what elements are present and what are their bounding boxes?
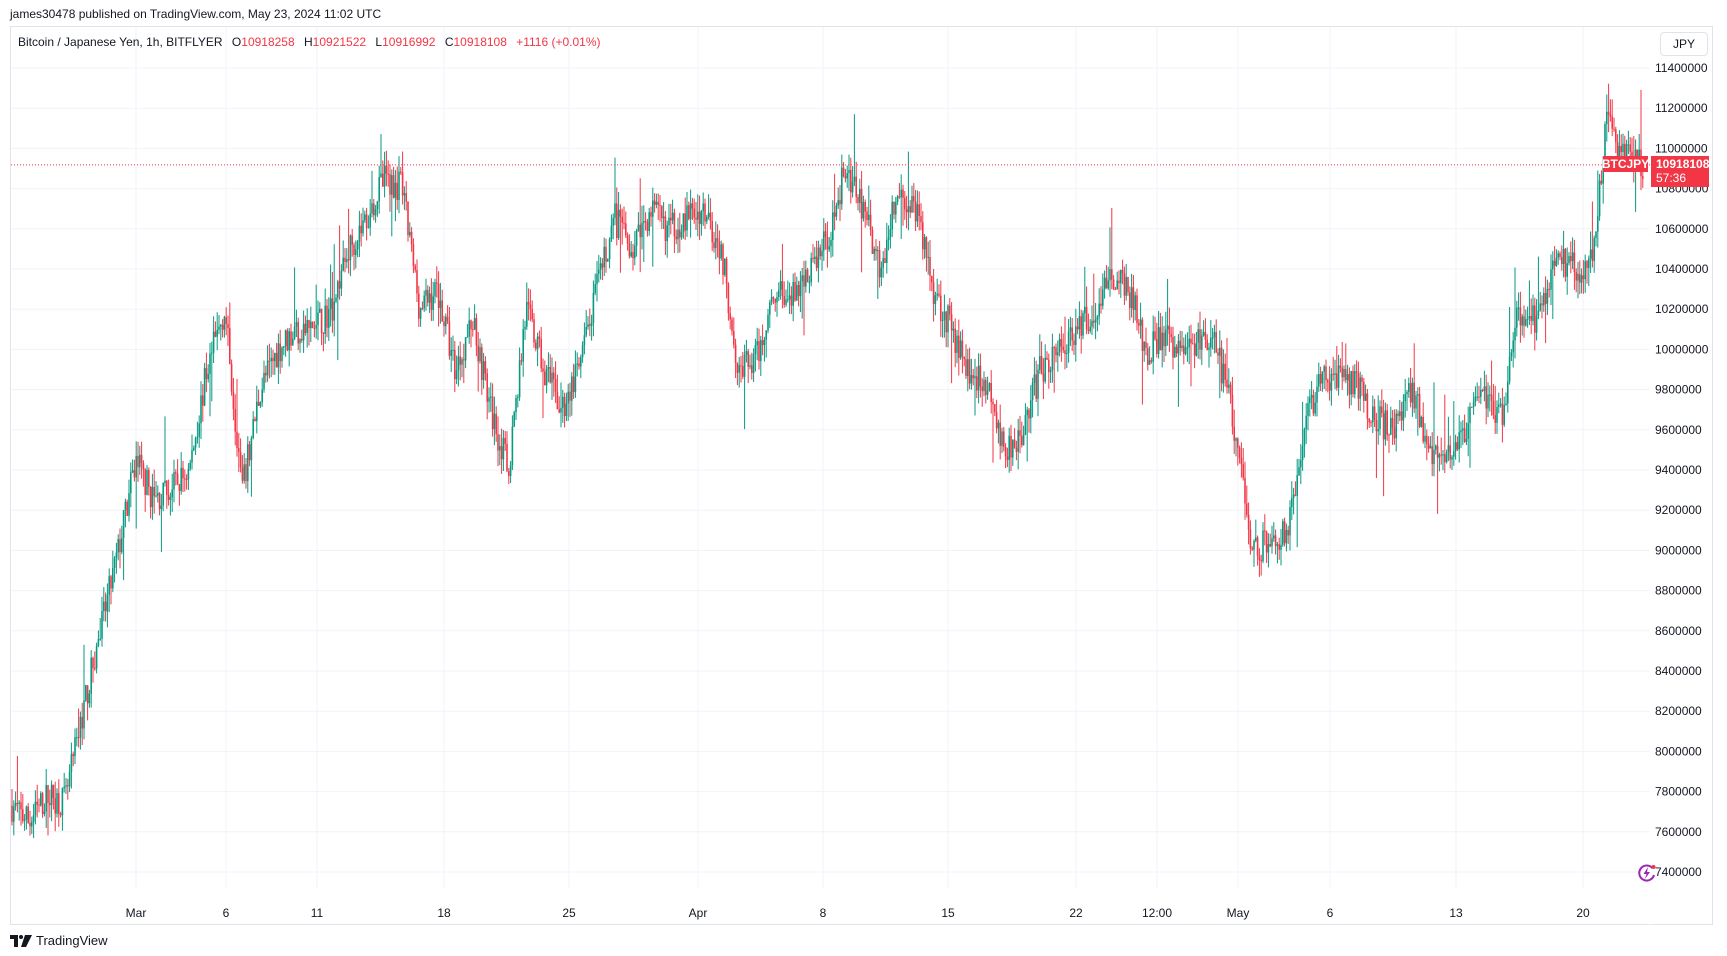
time-tick: 20 xyxy=(1576,906,1590,920)
time-tick: 13 xyxy=(1449,906,1463,920)
open-value: 10918258 xyxy=(241,35,295,49)
chart-legend: Bitcoin / Japanese Yen, 1h, BITFLYER O10… xyxy=(18,35,607,49)
price-tick: 7800000 xyxy=(1655,785,1702,799)
price-tick: 7400000 xyxy=(1655,865,1702,879)
time-tick: 12:00 xyxy=(1142,906,1172,920)
current-price-tag: 10918108 57:36 xyxy=(1651,156,1709,187)
tradingview-logo-icon xyxy=(10,934,32,947)
time-tick: Apr xyxy=(689,906,708,920)
time-tick: 25 xyxy=(562,906,576,920)
time-axis[interactable]: Mar 6 11 18 25 Apr 8 15 22 12:00 May 6 13 20 xyxy=(126,906,1590,920)
bar-countdown: 57:36 xyxy=(1656,171,1687,185)
change-value: +1116 (+0.01%) xyxy=(516,35,601,49)
time-tick: May xyxy=(1227,906,1250,920)
time-tick: 6 xyxy=(223,906,230,920)
high-value: 10921522 xyxy=(312,35,367,49)
price-tick: 7600000 xyxy=(1655,825,1702,839)
price-tick: 8000000 xyxy=(1655,744,1702,758)
price-tick: 8600000 xyxy=(1655,624,1702,638)
price-tick: 9000000 xyxy=(1655,543,1702,557)
price-tick: 10600000 xyxy=(1655,222,1709,236)
price-tick: 10200000 xyxy=(1655,302,1709,316)
grid-lines xyxy=(11,27,1651,925)
symbol-price-tag: BTCJPY xyxy=(1601,156,1650,172)
price-tick: 11000000 xyxy=(1655,141,1708,155)
published-by-text: james30478 published on TradingView.com,… xyxy=(10,7,382,21)
bolt-icon[interactable] xyxy=(1637,863,1657,883)
time-tick: 18 xyxy=(437,906,451,920)
price-tick: 8400000 xyxy=(1655,664,1702,678)
price-tick: 8200000 xyxy=(1655,704,1702,718)
price-tick: 11400000 xyxy=(1655,61,1708,75)
time-tick: 22 xyxy=(1069,906,1083,920)
chart-frame xyxy=(10,26,1713,925)
tradingview-logo[interactable]: TradingView xyxy=(10,933,108,948)
time-tick: 6 xyxy=(1327,906,1334,920)
close-value: 10918108 xyxy=(453,35,507,49)
price-axis[interactable]: 1140000011200000110000001080000010600000… xyxy=(1655,61,1709,879)
low-value: 10916992 xyxy=(382,35,436,49)
current-price: 10918108 xyxy=(1656,157,1710,171)
price-tick: 10400000 xyxy=(1655,262,1709,276)
time-tick: 15 xyxy=(941,906,955,920)
price-tick: 9600000 xyxy=(1655,423,1702,437)
open-label: O xyxy=(231,35,242,49)
time-tick: Mar xyxy=(126,906,147,920)
price-tick: 9800000 xyxy=(1655,383,1702,397)
symbol-description[interactable]: Bitcoin / Japanese Yen, 1h, BITFLYER xyxy=(18,35,223,49)
candles xyxy=(11,83,1644,839)
price-tick: 9400000 xyxy=(1655,463,1702,477)
price-tick: 10000000 xyxy=(1655,342,1709,356)
close-label: C xyxy=(444,35,454,49)
low-label: L xyxy=(375,35,383,49)
brand-name: TradingView xyxy=(36,933,108,948)
price-tick: 11200000 xyxy=(1655,101,1708,115)
high-label: H xyxy=(304,35,313,49)
price-tick: 8800000 xyxy=(1655,584,1702,598)
price-tick: 9200000 xyxy=(1655,503,1702,517)
time-tick: 11 xyxy=(311,906,324,920)
time-tick: 8 xyxy=(820,906,827,920)
currency-button[interactable]: JPY xyxy=(1660,32,1708,56)
